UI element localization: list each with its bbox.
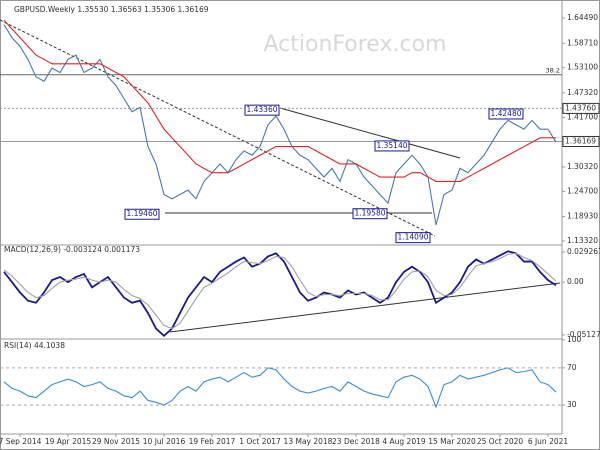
chart-title: GBPUSD.Weekly 1.35530 1.36563 1.35306 1.… (14, 5, 209, 14)
series-line (3, 252, 557, 330)
y-tick-label: 1.13320 (567, 236, 598, 245)
x-tick-label: 6 Jun 2021 (528, 437, 569, 446)
y-tick-label: 0.029261 (567, 247, 600, 256)
watermark: ActionForex.com (264, 32, 447, 57)
annotation-label: 1.19460 (126, 209, 157, 218)
y-tick-label: -0.051279 (567, 330, 600, 339)
y-tick-label: 1.30320 (567, 162, 598, 171)
y-tick-label: 1.58710 (567, 38, 598, 47)
x-tick-label: 4 Aug 2019 (382, 437, 425, 446)
y-tick-label: 1.24700 (567, 186, 598, 195)
y-tick-label: 1.41700 (567, 112, 598, 121)
annotation-label: 1.42480 (490, 109, 521, 118)
series-line (3, 367, 557, 409)
annotation-box (124, 208, 160, 220)
y-tick-label: 30 (567, 400, 577, 409)
y-tick-label: 1.53100 (567, 63, 598, 72)
x-tick-label: 10 Jul 2016 (143, 437, 186, 446)
price-label: 1.36169 (565, 136, 596, 145)
annotation-box (374, 140, 410, 152)
price-box (562, 102, 600, 114)
annotation-label: 1.35140 (376, 141, 407, 150)
y-tick-label: 1.47320 (567, 88, 598, 97)
annotation-box (244, 104, 280, 116)
y-tick-label: 0.00 (567, 277, 584, 286)
x-tick-label: 1 Oct 2017 (239, 437, 281, 446)
y-tick-label: 1.18930 (567, 212, 598, 221)
x-tick-label: 7 Sep 2014 (0, 437, 42, 446)
x-tick-label: 25 Oct 2020 (477, 437, 524, 446)
annotation-box (395, 232, 431, 244)
x-tick-label: 19 Feb 2017 (189, 437, 236, 446)
x-tick-label: 19 Apr 2015 (45, 437, 92, 446)
annotation-label: 1.19580 (354, 209, 385, 218)
trend-line (0, 19, 436, 237)
x-tick-label: 13 May 2018 (284, 437, 333, 446)
annotation-box (488, 108, 524, 120)
price-label: 1.43760 (565, 103, 596, 112)
trend-line (279, 107, 461, 159)
price-box (562, 135, 600, 147)
x-tick-label: 29 Nov 2015 (92, 437, 140, 446)
trend-line (169, 282, 561, 333)
annotation-label: 1.43360 (246, 105, 277, 114)
y-tick-label: 1.64490 (567, 13, 598, 22)
annotation-box (352, 208, 388, 220)
x-tick-label: 15 Mar 2020 (428, 437, 476, 446)
x-tick-label: 23 Dec 2018 (332, 437, 380, 446)
level-label: 38.2 (546, 67, 560, 75)
panel-title: RSI(14) 44.1038 (4, 341, 65, 350)
y-tick-label: 100 (567, 335, 582, 344)
y-tick-label: 70 (567, 363, 577, 372)
series-line (3, 19, 556, 182)
panel-title: MACD(12,26,9) -0.003124 0.001173 (4, 245, 140, 254)
annotation-label: 1.14090 (397, 233, 428, 242)
